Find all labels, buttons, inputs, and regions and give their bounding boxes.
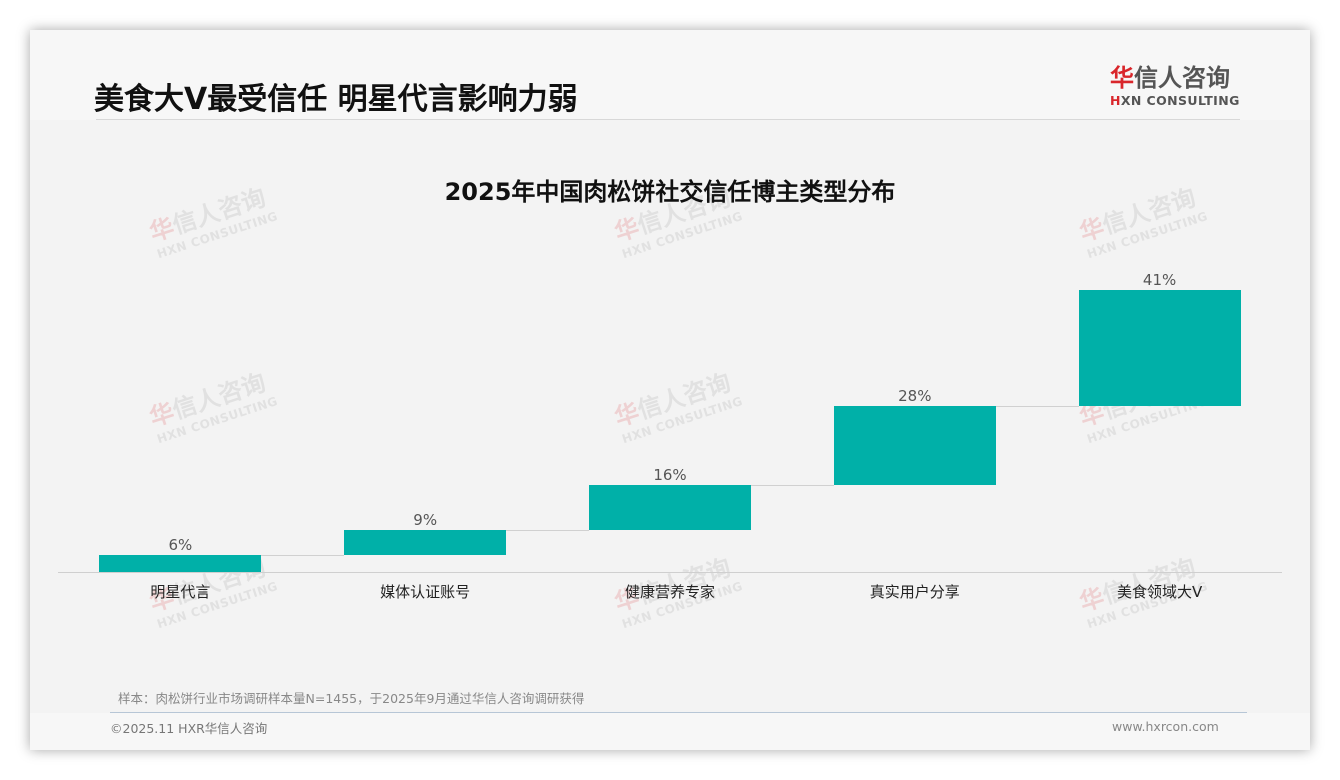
data-label: 6% — [168, 536, 193, 555]
data-label: 28% — [898, 386, 932, 405]
logo-chinese: 华信人咨询 — [1110, 64, 1250, 92]
bar — [589, 484, 751, 530]
footer-divider — [110, 712, 1247, 713]
logo-red-char: 华 — [1110, 64, 1134, 92]
data-label: 16% — [653, 465, 687, 484]
data-label: 9% — [413, 510, 438, 529]
connector-line — [751, 484, 834, 486]
header-band — [30, 30, 1310, 120]
x-axis-line — [58, 572, 1282, 573]
category-label: 真实用户分享 — [869, 583, 960, 601]
bar — [1078, 290, 1241, 406]
chart-title: 2025年中国肉松饼社交信任博主类型分布 — [444, 178, 896, 206]
logo-red-letter: H — [1110, 93, 1121, 108]
bar — [99, 555, 262, 572]
page-title: 美食大V最受信任 明星代言影响力弱 — [94, 82, 578, 117]
connector-line — [506, 529, 589, 531]
company-logo: 华信人咨询 HXN CONSULTING — [1110, 64, 1250, 108]
logo-en-text: XN CONSULTING — [1120, 93, 1240, 108]
sample-note: 样本：肉松饼行业市场调研样本量N=1455，于2025年9月通过华信人咨询调研获… — [118, 691, 585, 706]
category-label: 美食领域大V — [1116, 583, 1203, 601]
slide: 美食大V最受信任 明星代言影响力弱 华信人咨询 HXN CONSULTING 华… — [30, 30, 1310, 750]
logo-cn-text: 信人咨询 — [1134, 64, 1230, 92]
footer-band — [30, 713, 1310, 750]
website-link[interactable]: www.hxrcon.com — [1112, 719, 1219, 734]
bar — [833, 405, 996, 485]
data-label: 41% — [1142, 271, 1177, 289]
category-label: 健康营养专家 — [624, 583, 715, 601]
copyright-text: ©2025.11 HXR华信人咨询 — [110, 721, 268, 736]
logo-english: HXN CONSULTING — [1110, 93, 1250, 108]
bar — [344, 529, 507, 556]
category-label: 明星代言 — [150, 583, 211, 601]
connector-line — [995, 405, 1079, 407]
category-label: 媒体认证账号 — [380, 583, 471, 601]
waterfall-chart: 6% 明星代言 9% 媒体认证账号 16% 健康营养专家 28% 真实用户分享 41% 美食领域大… — [58, 260, 1282, 601]
header-divider — [96, 119, 1240, 120]
connector-line — [261, 555, 345, 557]
